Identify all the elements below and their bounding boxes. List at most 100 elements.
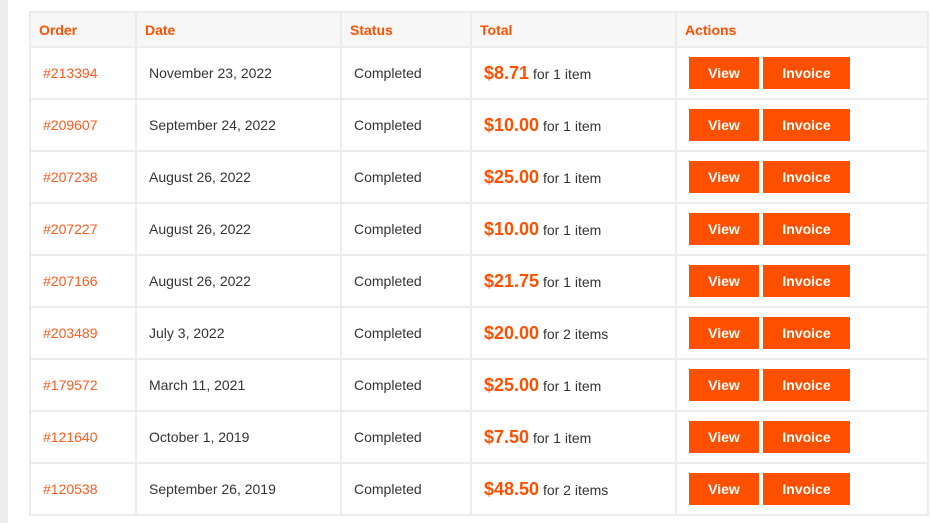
order-cell: #120538	[29, 462, 137, 516]
total-cell: $8.71 for 1 item	[470, 46, 677, 100]
date-cell: July 3, 2022	[135, 306, 342, 360]
view-button[interactable]: View	[689, 213, 759, 245]
actions-cell: View Invoice	[675, 306, 929, 360]
table-header: Order Date Status Total Actions	[29, 11, 929, 48]
order-cell: #179572	[29, 358, 137, 412]
orders-table: Order Date Status Total Actions #213394 …	[29, 11, 929, 516]
actions-cell: View Invoice	[675, 98, 929, 152]
item-count: for 1 item	[542, 169, 602, 186]
order-link[interactable]: #213394	[43, 65, 98, 81]
view-button[interactable]: View	[689, 57, 759, 89]
invoice-button[interactable]: Invoice	[763, 213, 850, 245]
order-link[interactable]: #207227	[43, 221, 98, 237]
item-count: for 2 items	[542, 325, 609, 342]
order-amount: $20.00	[484, 322, 540, 343]
actions-cell: View Invoice	[675, 358, 929, 412]
status-cell: Completed	[340, 358, 472, 412]
header-actions: Actions	[675, 11, 929, 48]
view-button[interactable]: View	[689, 317, 759, 349]
order-amount: $25.00	[484, 166, 540, 187]
table-row: #179572 March 11, 2021 Completed $25.00 …	[29, 358, 929, 412]
table-row: #203489 July 3, 2022 Completed $20.00 fo…	[29, 306, 929, 360]
invoice-button[interactable]: Invoice	[763, 161, 850, 193]
total-cell: $10.00 for 1 item	[470, 202, 677, 256]
view-button[interactable]: View	[689, 421, 759, 453]
order-link[interactable]: #203489	[43, 325, 98, 341]
item-count: for 1 item	[542, 221, 602, 238]
order-cell: #213394	[29, 46, 137, 100]
date-cell: August 26, 2022	[135, 254, 342, 308]
order-link[interactable]: #120538	[43, 481, 98, 497]
header-order: Order	[29, 11, 137, 48]
header-total: Total	[470, 11, 677, 48]
header-date: Date	[135, 11, 342, 48]
invoice-button[interactable]: Invoice	[763, 369, 850, 401]
order-cell: #121640	[29, 410, 137, 464]
invoice-button[interactable]: Invoice	[763, 317, 850, 349]
item-count: for 2 items	[542, 481, 609, 498]
order-cell: #207238	[29, 150, 137, 204]
status-cell: Completed	[340, 202, 472, 256]
table-row: #121640 October 1, 2019 Completed $7.50 …	[29, 410, 929, 464]
actions-cell: View Invoice	[675, 254, 929, 308]
date-cell: August 26, 2022	[135, 202, 342, 256]
order-link[interactable]: #207238	[43, 169, 98, 185]
order-link[interactable]: #179572	[43, 377, 98, 393]
status-cell: Completed	[340, 462, 472, 516]
order-cell: #207227	[29, 202, 137, 256]
view-button[interactable]: View	[689, 109, 759, 141]
item-count: for 1 item	[542, 117, 602, 134]
item-count: for 1 item	[532, 429, 592, 446]
status-cell: Completed	[340, 98, 472, 152]
status-cell: Completed	[340, 306, 472, 360]
status-cell: Completed	[340, 254, 472, 308]
left-sidebar-edge	[0, 0, 8, 523]
actions-cell: View Invoice	[675, 410, 929, 464]
date-cell: August 26, 2022	[135, 150, 342, 204]
table-row: #207238 August 26, 2022 Completed $25.00…	[29, 150, 929, 204]
view-button[interactable]: View	[689, 473, 759, 505]
date-cell: September 24, 2022	[135, 98, 342, 152]
date-cell: September 26, 2019	[135, 462, 342, 516]
table-row: #207227 August 26, 2022 Completed $10.00…	[29, 202, 929, 256]
invoice-button[interactable]: Invoice	[763, 265, 850, 297]
order-amount: $10.00	[484, 218, 540, 239]
order-cell: #207166	[29, 254, 137, 308]
view-button[interactable]: View	[689, 265, 759, 297]
status-cell: Completed	[340, 410, 472, 464]
total-cell: $10.00 for 1 item	[470, 98, 677, 152]
table-row: #207166 August 26, 2022 Completed $21.75…	[29, 254, 929, 308]
order-link[interactable]: #209607	[43, 117, 98, 133]
actions-cell: View Invoice	[675, 46, 929, 100]
actions-cell: View Invoice	[675, 150, 929, 204]
item-count: for 1 item	[542, 377, 602, 394]
date-cell: October 1, 2019	[135, 410, 342, 464]
order-amount: $10.00	[484, 114, 540, 135]
item-count: for 1 item	[532, 65, 592, 82]
invoice-button[interactable]: Invoice	[763, 421, 850, 453]
total-cell: $48.50 for 2 items	[470, 462, 677, 516]
status-cell: Completed	[340, 150, 472, 204]
invoice-button[interactable]: Invoice	[763, 473, 850, 505]
total-cell: $7.50 for 1 item	[470, 410, 677, 464]
total-cell: $21.75 for 1 item	[470, 254, 677, 308]
date-cell: March 11, 2021	[135, 358, 342, 412]
order-amount: $8.71	[484, 62, 530, 83]
order-cell: #209607	[29, 98, 137, 152]
view-button[interactable]: View	[689, 369, 759, 401]
invoice-button[interactable]: Invoice	[763, 57, 850, 89]
total-cell: $25.00 for 1 item	[470, 358, 677, 412]
table-row: #120538 September 26, 2019 Completed $48…	[29, 462, 929, 516]
item-count: for 1 item	[542, 273, 602, 290]
order-amount: $7.50	[484, 426, 530, 447]
invoice-button[interactable]: Invoice	[763, 109, 850, 141]
order-link[interactable]: #121640	[43, 429, 98, 445]
order-amount: $48.50	[484, 478, 540, 499]
actions-cell: View Invoice	[675, 202, 929, 256]
order-amount: $21.75	[484, 270, 540, 291]
order-link[interactable]: #207166	[43, 273, 98, 289]
total-cell: $20.00 for 2 items	[470, 306, 677, 360]
date-cell: November 23, 2022	[135, 46, 342, 100]
view-button[interactable]: View	[689, 161, 759, 193]
status-cell: Completed	[340, 46, 472, 100]
